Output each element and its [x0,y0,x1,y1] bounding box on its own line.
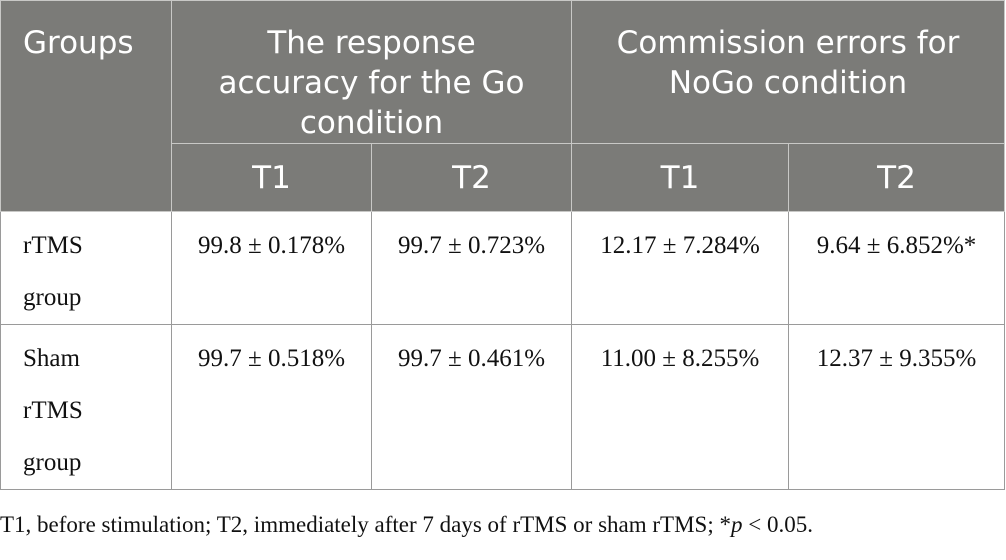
header-go-line-2: accuracy for the Go [218,65,525,101]
row-group-label: Sham rTMS group [0,324,172,490]
header-groups: Groups [0,0,172,212]
header-row: Groups The response accuracy for the Go … [0,0,1006,212]
cell-nogo-t1: 11.00 ± 8.255% [571,324,790,490]
subheader-nogo-t1: T1 [571,143,790,212]
header-go-line-1: The response [267,25,476,61]
header-nogo-errors: Commission errors for NoGo condition [571,0,1006,144]
cell-nogo-t2: 12.37 ± 9.355% [788,324,1006,490]
cell-go-t1: 99.8 ± 0.178% [171,211,372,325]
header-go-accuracy: The response accuracy for the Go conditi… [170,0,573,144]
footnote-threshold: < 0.05. [742,512,813,537]
footnote-p-symbol: p [730,512,743,537]
row-group-label: rTMS group [0,211,172,325]
cell-go-t2: 99.7 ± 0.723% [370,211,573,325]
header-nogo-line-1: Commission errors for [616,25,960,61]
table-footnote: T1, before stimulation; T2, immediately … [0,512,813,538]
table-row: Sham rTMS group 99.7 ± 0.518% 99.7 ± 0.4… [0,324,1006,490]
header-nogo-line-2: NoGo condition [668,65,908,101]
subheader-go-t2: T2 [370,143,573,212]
cell-go-t1: 99.7 ± 0.518% [171,324,372,490]
results-table: Groups The response accuracy for the Go … [0,0,1006,490]
subheader-go-t1: T1 [171,143,372,212]
subheader-row: T1 T2 T1 T2 [1,143,1006,212]
cell-nogo-t2: 9.64 ± 6.852%* [788,211,1006,325]
header-go-line-3: condition [299,105,444,141]
subheader-nogo-t2: T2 [788,143,1006,212]
cell-go-t2: 99.7 ± 0.461% [370,324,573,490]
cell-nogo-t1: 12.17 ± 7.284% [571,211,790,325]
table-row: rTMS group 99.8 ± 0.178% 99.7 ± 0.723% 1… [0,211,1006,325]
footnote-text: T1, before stimulation; T2, immediately … [0,512,731,537]
